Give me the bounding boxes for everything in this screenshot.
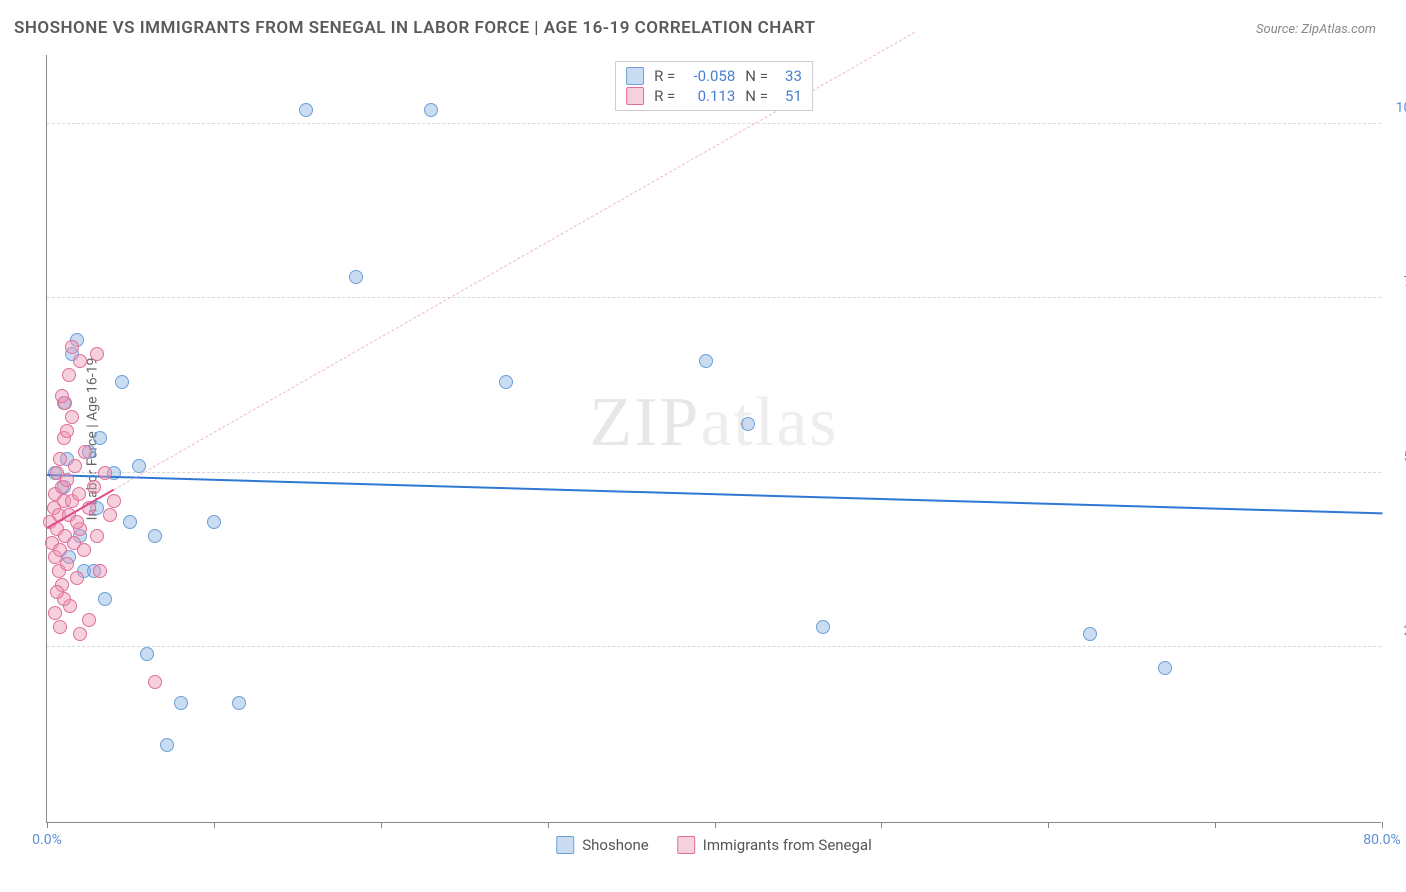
x-tick xyxy=(1215,822,1216,828)
data-point xyxy=(77,543,91,557)
data-point xyxy=(1083,627,1097,641)
data-point xyxy=(160,738,174,752)
x-tick xyxy=(1048,822,1049,828)
data-point xyxy=(60,473,74,487)
x-tick xyxy=(548,822,549,828)
data-point xyxy=(499,375,513,389)
gridline xyxy=(47,646,1381,647)
data-point xyxy=(699,354,713,368)
stats-box: R = -0.058 N = 33 R = 0.113 N = 51 xyxy=(615,61,813,111)
chart-frame: In Labor Force | Age 16-19 25.0%50.0%75.… xyxy=(46,55,1381,823)
data-point xyxy=(72,487,86,501)
legend-label-1: Immigrants from Senegal xyxy=(703,836,872,854)
data-point xyxy=(73,627,87,641)
data-point xyxy=(107,494,121,508)
data-point xyxy=(115,375,129,389)
data-point xyxy=(93,431,107,445)
data-point xyxy=(93,564,107,578)
y-tick-label: 100.0% xyxy=(1386,100,1406,116)
legend-item-0: Shoshone xyxy=(556,836,649,854)
data-point xyxy=(148,529,162,543)
gridline xyxy=(47,472,1381,473)
data-point xyxy=(87,480,101,494)
data-point xyxy=(174,696,188,710)
data-point xyxy=(349,270,363,284)
data-point xyxy=(60,424,74,438)
data-point xyxy=(207,515,221,529)
data-point xyxy=(232,696,246,710)
data-point xyxy=(70,515,84,529)
data-point xyxy=(68,459,82,473)
data-point xyxy=(65,410,79,424)
legend-bottom: Shoshone Immigrants from Senegal xyxy=(556,836,872,854)
data-point xyxy=(741,417,755,431)
stats-row-0: R = -0.058 N = 33 xyxy=(626,66,802,86)
swatch-series-0 xyxy=(626,67,644,85)
chart-title: SHOSHONE VS IMMIGRANTS FROM SENEGAL IN L… xyxy=(14,18,816,38)
source-label: Source: ZipAtlas.com xyxy=(1256,22,1376,37)
data-point xyxy=(123,515,137,529)
legend-swatch-1 xyxy=(677,836,695,854)
gridline xyxy=(47,297,1381,298)
data-point xyxy=(299,103,313,117)
gridline xyxy=(47,123,1381,124)
data-point xyxy=(55,389,69,403)
data-point xyxy=(53,452,67,466)
x-tick xyxy=(881,822,882,828)
legend-label-0: Shoshone xyxy=(582,836,649,854)
data-point xyxy=(82,613,96,627)
data-point xyxy=(148,675,162,689)
x-tick xyxy=(214,822,215,828)
data-point xyxy=(90,529,104,543)
data-point xyxy=(816,620,830,634)
y-tick-label: 75.0% xyxy=(1386,274,1406,290)
data-point xyxy=(48,606,62,620)
plot-area: 25.0%50.0%75.0%100.0%0.0%80.0% xyxy=(47,55,1381,822)
legend-item-1: Immigrants from Senegal xyxy=(677,836,872,854)
data-point xyxy=(98,466,112,480)
data-point xyxy=(65,340,79,354)
x-tick xyxy=(1382,822,1383,828)
x-tick xyxy=(381,822,382,828)
data-point xyxy=(1158,661,1172,675)
y-tick-label: 50.0% xyxy=(1386,449,1406,465)
trend-line xyxy=(47,474,1382,514)
data-point xyxy=(103,508,117,522)
swatch-series-1 xyxy=(626,87,644,105)
data-point xyxy=(50,585,64,599)
data-point xyxy=(78,445,92,459)
y-tick-label: 25.0% xyxy=(1386,623,1406,639)
data-point xyxy=(70,571,84,585)
stats-row-1: R = 0.113 N = 51 xyxy=(626,86,802,106)
x-tick-label: 80.0% xyxy=(1363,832,1401,848)
x-tick xyxy=(715,822,716,828)
x-tick-label: 0.0% xyxy=(32,832,62,848)
legend-swatch-0 xyxy=(556,836,574,854)
data-point xyxy=(424,103,438,117)
data-point xyxy=(140,647,154,661)
data-point xyxy=(62,368,76,382)
data-point xyxy=(60,557,74,571)
data-point xyxy=(98,592,112,606)
x-tick xyxy=(47,822,48,828)
data-point xyxy=(53,620,67,634)
data-point xyxy=(90,347,104,361)
data-point xyxy=(53,543,67,557)
data-point xyxy=(73,354,87,368)
